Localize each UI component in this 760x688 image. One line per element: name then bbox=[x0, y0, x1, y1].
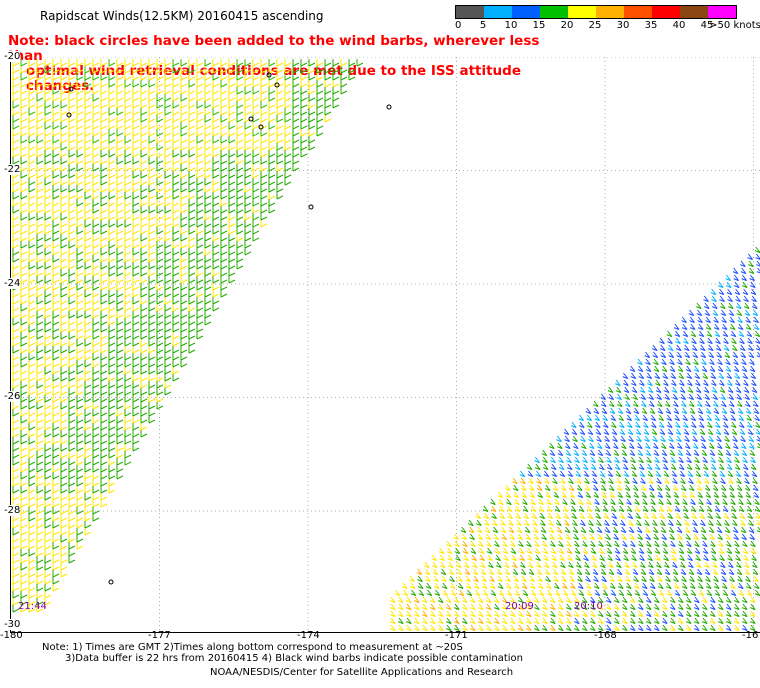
legend-swatch bbox=[624, 6, 652, 18]
legend-label: >50 knots bbox=[709, 20, 760, 31]
wind-barb-group bbox=[12, 59, 760, 632]
legend-label: 40 bbox=[672, 20, 686, 31]
time-label-2: 20:09 bbox=[505, 601, 534, 612]
footer-note-line-1: Note: 1) Times are GMT 2)Times along bot… bbox=[42, 642, 463, 653]
island-marker bbox=[308, 204, 314, 210]
latitude-label: -28 bbox=[4, 505, 21, 516]
lat-lon-grid bbox=[11, 57, 760, 632]
island-marker bbox=[386, 104, 392, 110]
footer-note-line-2: 3)Data buffer is 22 hrs from 20160415 4)… bbox=[65, 653, 523, 664]
island-marker bbox=[248, 116, 254, 122]
legend-swatch bbox=[568, 6, 596, 18]
longitude-label: -180 bbox=[0, 630, 23, 641]
legend-label: 15 bbox=[532, 20, 546, 31]
legend-swatch bbox=[596, 6, 624, 18]
island-marker bbox=[274, 82, 280, 88]
island-marker bbox=[68, 86, 74, 92]
legend-swatch bbox=[680, 6, 708, 18]
legend-label: 30 bbox=[616, 20, 630, 31]
island-marker bbox=[258, 124, 264, 130]
time-label-1: 21:44 bbox=[18, 601, 47, 612]
island-marker bbox=[266, 72, 272, 78]
legend-labels: 0 5 10 15 20 25 30 35 40 45 >50 knots bbox=[455, 19, 760, 33]
legend-label: 35 bbox=[644, 20, 658, 31]
island-marker bbox=[66, 112, 72, 118]
wind-map bbox=[10, 57, 760, 633]
wind-barb-group bbox=[527, 253, 760, 632]
wind-barbs bbox=[12, 59, 760, 632]
wind-barb-group bbox=[519, 274, 760, 478]
islands bbox=[66, 72, 392, 585]
legend-swatch bbox=[512, 6, 540, 18]
longitude-label: -168 bbox=[594, 630, 617, 641]
latitude-label: -30 bbox=[4, 619, 21, 630]
wind-barb-group bbox=[406, 477, 576, 632]
legend-label: 45 bbox=[700, 20, 714, 31]
legend-swatch bbox=[484, 6, 512, 18]
wind-barb-group bbox=[12, 59, 292, 151]
island-marker bbox=[108, 579, 114, 585]
legend-label: 10 bbox=[504, 20, 518, 31]
legend-swatch bbox=[456, 6, 484, 18]
legend-label: 0 bbox=[455, 20, 462, 31]
map-title: Rapidscat Winds(12.5KM) 20160415 ascendi… bbox=[40, 9, 324, 23]
longitude-label: -171 bbox=[445, 630, 468, 641]
latitude-label: -22 bbox=[4, 164, 21, 175]
legend-label: 20 bbox=[560, 20, 574, 31]
legend-color-bar bbox=[455, 5, 737, 19]
wind-barb-group bbox=[12, 59, 760, 632]
latitude-label: -20 bbox=[4, 51, 21, 62]
legend-label: 5 bbox=[479, 20, 487, 31]
legend-swatch bbox=[540, 6, 568, 18]
longitude-label: -16 bbox=[742, 630, 759, 641]
footer-credit: NOAA/NESDIS/Center for Satellite Applica… bbox=[210, 667, 514, 678]
latitude-label: -24 bbox=[4, 278, 21, 289]
time-label-3: 20:10 bbox=[574, 601, 603, 612]
wind-speed-legend: 0 5 10 15 20 25 30 35 40 45 >50 knots bbox=[455, 5, 760, 33]
legend-label: 25 bbox=[588, 20, 602, 31]
longitude-label: -177 bbox=[148, 630, 171, 641]
legend-swatch bbox=[708, 6, 736, 18]
longitude-label: -174 bbox=[297, 630, 320, 641]
legend-swatch bbox=[652, 6, 680, 18]
latitude-label: -26 bbox=[4, 391, 21, 402]
